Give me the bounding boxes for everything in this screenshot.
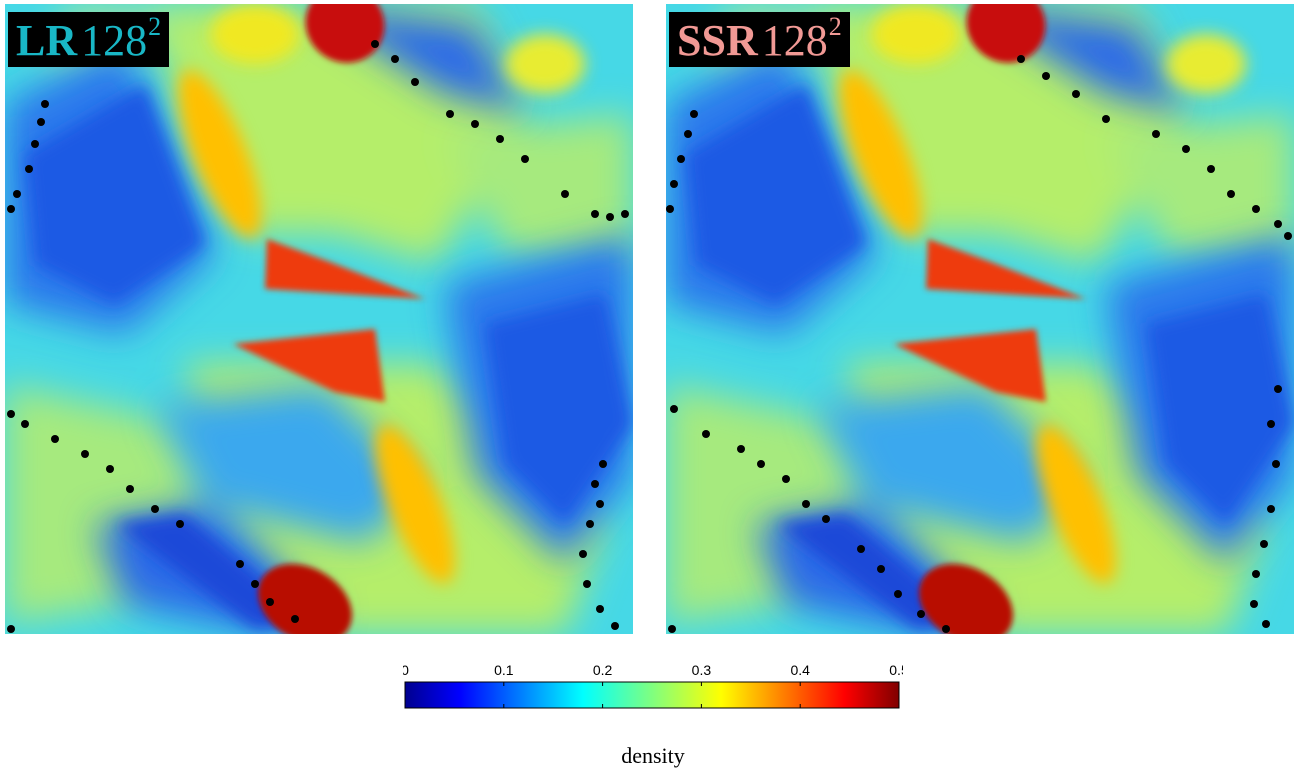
colorbar-graphic: 0 0.1 0.2 0.3 0.4 0.5 (403, 662, 903, 709)
density-field-ssr (666, 4, 1294, 634)
panel-label-lr-resolution: 1282 (81, 14, 161, 65)
panel-label-lr: LR 1282 (8, 12, 170, 67)
colorbar-ticks: 0 0.1 0.2 0.3 0.4 0.5 (403, 662, 903, 708)
panel-label-ssr-number: 128 (761, 16, 828, 65)
panel-label-ssr-resolution: 1282 (761, 14, 842, 65)
boundary-markers-ssr (666, 55, 1292, 633)
panel-label-ssr-bold: SSR (677, 16, 758, 65)
density-field-lr (5, 4, 633, 634)
colorbar-tick-label: 0 (403, 662, 409, 678)
colorbar-tick-label: 0.4 (790, 662, 810, 678)
density-map-lr: LR 1282 (5, 4, 633, 634)
colorbar: 0 0.1 0.2 0.3 0.4 0.5 density (403, 656, 903, 768)
colorbar-gradient (404, 681, 900, 709)
boundary-markers-lr (7, 40, 629, 633)
panel-label-lr-bold: LR (16, 16, 78, 65)
colorbar-label: density (621, 743, 685, 768)
colorbar-tick-label: 0.5 (889, 662, 903, 678)
panel-label-lr-exponent: 2 (148, 12, 162, 41)
panel-label-ssr-exponent: 2 (828, 12, 842, 41)
panel-label-lr-number: 128 (81, 16, 148, 65)
panel-label-ssr: SSR 1282 (669, 12, 850, 67)
colorbar-tick-label: 0.3 (692, 662, 712, 678)
colorbar-tick-label: 0.2 (593, 662, 613, 678)
colorbar-tick-label: 0.1 (494, 662, 514, 678)
density-map-ssr: SSR 1282 (666, 4, 1294, 634)
